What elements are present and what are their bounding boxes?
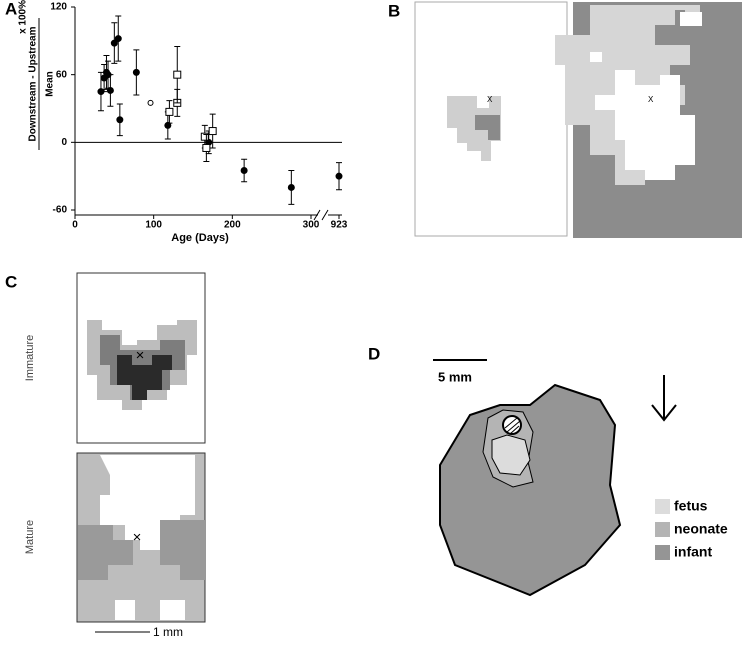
site-mark	[502, 415, 522, 435]
point	[106, 86, 114, 94]
scale-label: 1 mm	[153, 625, 183, 639]
panel-letter: C	[5, 272, 17, 291]
point	[208, 127, 217, 136]
legend-swatch	[655, 499, 670, 514]
legend-label: neonate	[674, 521, 728, 537]
x-tick-label: 0	[72, 220, 78, 231]
legend-swatch	[655, 545, 670, 560]
map-region	[115, 600, 185, 620]
legend-label: infant	[674, 544, 712, 560]
site-mark: X	[487, 95, 493, 104]
panel-letter: D	[368, 344, 380, 363]
map-region	[475, 115, 500, 140]
point	[240, 167, 248, 175]
y-label: Mean	[45, 71, 56, 97]
point	[164, 121, 172, 129]
point	[147, 99, 154, 106]
point	[202, 143, 211, 152]
y-tick-label: -60	[53, 205, 68, 216]
panel-a: A Downstream - Upstream Mean x 100% Age …	[5, 0, 229, 244]
map-region	[117, 355, 172, 400]
y-label: Downstream - Upstream	[28, 26, 39, 141]
y-tick-label: 60	[56, 69, 68, 80]
map-region	[595, 70, 695, 180]
map-region	[78, 520, 205, 580]
map-region	[590, 52, 602, 62]
point	[116, 116, 124, 124]
site-mark: ×	[136, 347, 145, 364]
hatch	[504, 417, 521, 435]
fetus-region	[491, 434, 531, 476]
legend: fetus neonate infant	[655, 498, 728, 560]
x-tick-label: 100	[145, 220, 162, 231]
x-tick-label: 300	[303, 220, 320, 231]
x-tick-label: 923	[331, 220, 348, 231]
y-label: x 100%	[18, 0, 29, 34]
scale-label: 5 mm	[438, 369, 472, 384]
map-region	[447, 96, 501, 161]
y-tick-label: 0	[61, 137, 67, 148]
panel-b: B X X	[388, 1, 742, 238]
c-label: Immature	[24, 335, 36, 381]
panel-letter: A	[5, 0, 17, 18]
site-mark: X	[648, 95, 654, 104]
x-label: Age (Days)	[171, 232, 229, 244]
panel-d: D 5 mm	[368, 344, 677, 597]
legend-swatch	[655, 522, 670, 537]
point	[114, 35, 122, 43]
point	[110, 39, 118, 47]
plot: -60 0 60 120 0 100 200 300 923	[50, 2, 347, 231]
point	[287, 183, 295, 191]
map-region	[680, 12, 702, 26]
panel-letter: B	[388, 1, 400, 20]
legend-label: fetus	[674, 498, 708, 514]
infant-region	[439, 383, 622, 597]
point	[173, 70, 182, 79]
axis-break	[313, 209, 329, 221]
y-tick-label: 120	[50, 2, 67, 13]
arrow-head	[651, 404, 677, 422]
point	[335, 172, 343, 180]
panel-c: C × Immature × Mature 1 mm	[5, 272, 206, 639]
point	[132, 68, 140, 76]
x-tick-label: 200	[224, 220, 241, 231]
c-label: Mature	[24, 520, 36, 554]
point	[165, 107, 174, 116]
site-mark: ×	[133, 529, 142, 546]
point	[200, 132, 209, 141]
